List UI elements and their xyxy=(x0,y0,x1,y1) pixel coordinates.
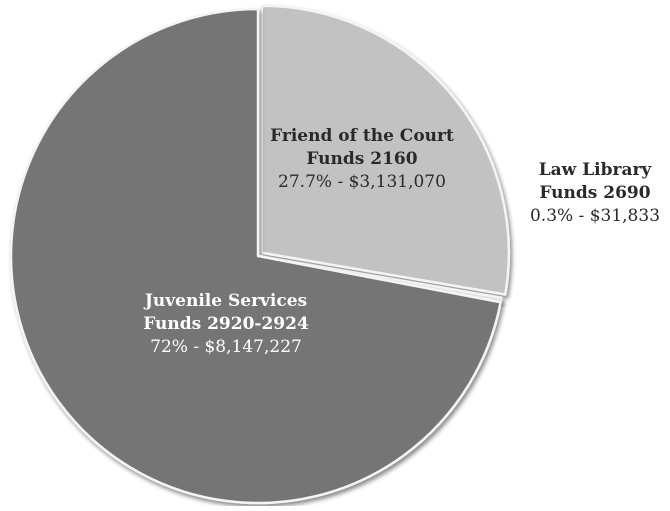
labels-layer: Friend of the Court Funds 2160 27.7% - $3,… xyxy=(143,126,660,357)
slice-value-label: 0.3% - $31,833 xyxy=(530,206,660,226)
slice-name-line: Funds 2160 xyxy=(306,149,417,169)
slice-label-law-library: Law Library Funds 2690 0.3% - $31,833 xyxy=(530,160,660,226)
slice-value-label: 27.7% - $3,131,070 xyxy=(278,172,446,192)
slice-name-line: Funds 2690 xyxy=(539,183,650,203)
slices-layer xyxy=(9,4,511,505)
pie-slice-friend-of-the-court xyxy=(260,4,511,296)
slice-label-juvenile-services: Juvenile Services Funds 2920-2924 72% - $8… xyxy=(143,291,309,357)
slice-name-line: Funds 2920-2924 xyxy=(143,314,309,334)
slice-value-label: 72% - $8,147,227 xyxy=(150,337,302,357)
slice-label-friend-of-the-court: Friend of the Court Funds 2160 27.7% - $3,… xyxy=(270,126,454,192)
slice-name-line: Friend of the Court xyxy=(270,126,454,146)
slice-name-line: Juvenile Services xyxy=(143,291,307,311)
pie-slice-juvenile-services xyxy=(9,7,502,505)
slice-name-line: Law Library xyxy=(539,160,653,180)
